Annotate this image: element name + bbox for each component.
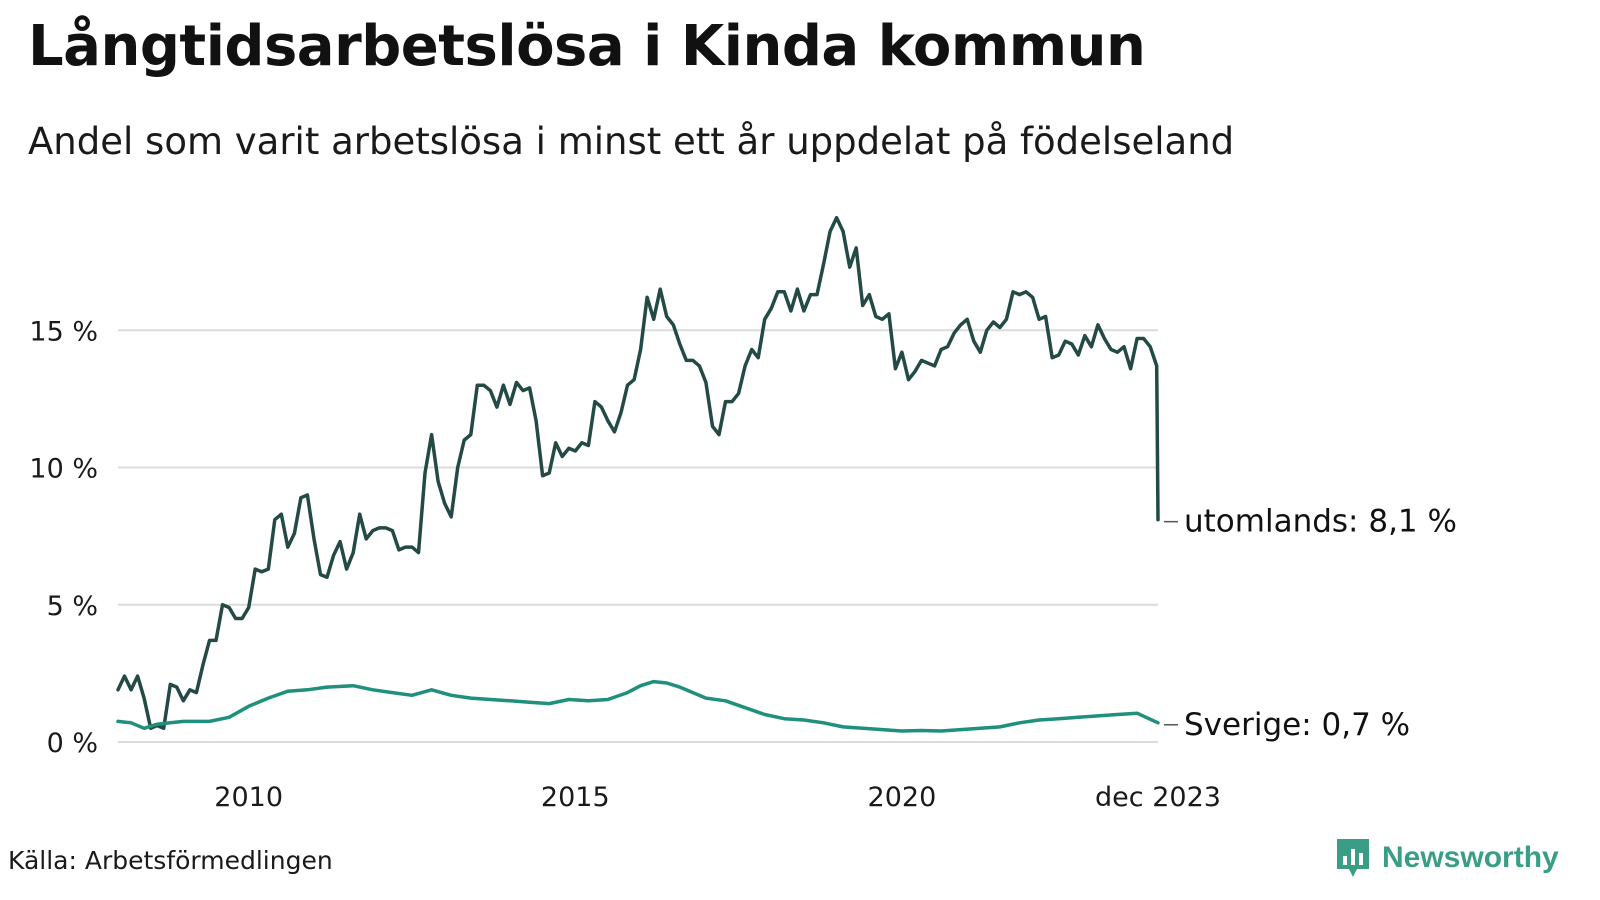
end-labels: utomlands: 8,1 % Sverige: 0,7 %: [1164, 504, 1457, 743]
x-tick-label: 2010: [214, 782, 283, 813]
brand-logo[interactable]: Newsworthy: [1334, 836, 1559, 880]
end-label-utomlands: utomlands: 8,1 %: [1184, 504, 1457, 540]
x-axis: 2010 2015 2020 dec 2023: [214, 782, 1221, 813]
chart-subtitle: Andel som varit arbetslösa i minst ett å…: [28, 120, 1235, 163]
gridlines: [118, 329, 1158, 743]
y-tick-label: 0 %: [47, 728, 98, 759]
source-note: Källa: Arbetsförmedlingen: [8, 846, 333, 875]
series-lines: [116, 215, 1160, 733]
y-axis: 0 % 5 % 10 % 15 %: [29, 316, 98, 759]
y-tick-label: 10 %: [29, 454, 98, 485]
series-line-sverige: [116, 679, 1160, 733]
end-label-sverige: Sverige: 0,7 %: [1184, 707, 1410, 743]
bar-chart-bubble-icon: [1337, 839, 1369, 877]
brand-name: Newsworthy: [1382, 841, 1559, 874]
chart-title: Långtidsarbetslösa i Kinda kommun: [28, 14, 1146, 79]
y-tick-label: 5 %: [47, 591, 98, 622]
x-tick-label: 2020: [868, 782, 937, 813]
y-tick-label: 15 %: [29, 316, 98, 347]
x-tick-label: 2015: [541, 782, 610, 813]
x-tick-label: dec 2023: [1095, 782, 1221, 813]
series-line-utomlands: [116, 215, 1160, 731]
